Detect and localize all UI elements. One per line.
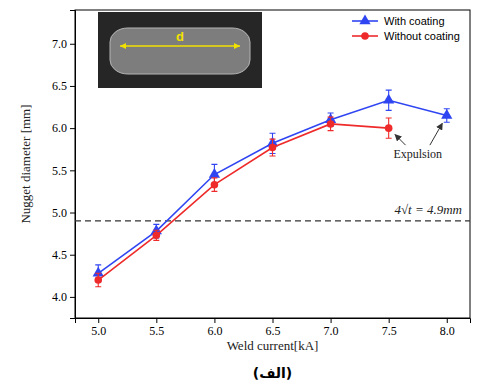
y-tick-mark bbox=[70, 255, 75, 256]
x-tick-mark bbox=[447, 318, 448, 323]
inset-nugget bbox=[110, 28, 250, 74]
legend: With coating Without coating bbox=[352, 14, 460, 42]
y-tick: 6.0 bbox=[52, 121, 75, 135]
x-tick-label: 7.5 bbox=[382, 324, 397, 338]
error-bar bbox=[153, 230, 159, 240]
legend-label: With coating bbox=[384, 15, 445, 27]
inset-label: d bbox=[176, 29, 184, 44]
x-tick-label: 5.0 bbox=[91, 324, 106, 338]
y-tick-label: 7.0 bbox=[52, 37, 67, 51]
y-tick: 5.0 bbox=[52, 206, 75, 220]
point bbox=[209, 168, 220, 178]
y-tick-mark bbox=[70, 86, 75, 87]
y-axis: 4.0 4.5 5.0 5.5 6.0 6.5 7.0 bbox=[52, 11, 76, 319]
y-tick-label: 4.5 bbox=[52, 248, 67, 262]
error-bar bbox=[270, 139, 276, 156]
legend-marker bbox=[359, 14, 370, 24]
series-0 bbox=[93, 90, 453, 282]
annotation: Expulsion bbox=[393, 147, 442, 161]
x-tick: 7.0 bbox=[324, 318, 339, 338]
point bbox=[269, 144, 277, 152]
point bbox=[94, 276, 102, 284]
y-tick-mark bbox=[70, 128, 75, 129]
y-tick-mark bbox=[70, 170, 75, 171]
reference-label: 4√t = 4.9mm bbox=[394, 202, 462, 217]
y-tick: 4.0 bbox=[52, 290, 75, 304]
x-tick: 6.5 bbox=[266, 318, 281, 338]
y-tick-label: 6.5 bbox=[52, 79, 67, 93]
inset-arrow bbox=[120, 45, 240, 47]
x-tick-mark bbox=[389, 318, 390, 323]
point bbox=[211, 181, 219, 189]
y-tick: 4.5 bbox=[52, 248, 75, 262]
annotation-arrow bbox=[395, 135, 406, 146]
y-tick: 5.5 bbox=[52, 164, 75, 178]
y-tick: 6.5 bbox=[52, 79, 75, 93]
x-tick: 7.5 bbox=[382, 318, 397, 338]
error-bar bbox=[328, 117, 334, 131]
y-axis-title: Nugget diameter [mm] bbox=[18, 104, 33, 223]
series-line bbox=[98, 100, 447, 273]
x-tick-label: 5.5 bbox=[149, 324, 164, 338]
point bbox=[327, 120, 335, 128]
series-1 bbox=[94, 117, 392, 287]
caption: (الف) bbox=[253, 365, 293, 381]
y-axis-line bbox=[70, 11, 76, 319]
y-tick-mark bbox=[70, 213, 75, 214]
legend-label: Without coating bbox=[384, 30, 460, 42]
point bbox=[441, 109, 452, 119]
y-tick: 7.0 bbox=[52, 37, 75, 51]
plot-frame bbox=[75, 10, 470, 318]
y-tick-label: 4.0 bbox=[52, 290, 67, 304]
x-tick: 5.5 bbox=[149, 318, 164, 338]
x-tick-mark bbox=[98, 318, 99, 323]
error-bar bbox=[211, 178, 217, 192]
point bbox=[383, 94, 394, 104]
y-tick-mark bbox=[70, 297, 75, 298]
inset-image: d bbox=[98, 12, 262, 88]
plot-area bbox=[75, 90, 470, 287]
x-tick-label: 6.0 bbox=[207, 324, 222, 338]
x-axis-title: Weld current[kA] bbox=[227, 338, 319, 353]
error-bar bbox=[386, 118, 392, 138]
x-tick: 8.0 bbox=[440, 318, 455, 338]
inset-background bbox=[98, 12, 262, 88]
chart: d 5.0 5.5 6.0 6.5 7.0 7.5 8.0 4.0 4.5 5.0 5.5 6.0 6.5… bbox=[0, 0, 494, 391]
y-tick-label: 6.0 bbox=[52, 121, 67, 135]
annotation-arrow bbox=[430, 123, 442, 145]
x-axis: 5.0 5.5 6.0 6.5 7.0 7.5 8.0 bbox=[76, 318, 471, 338]
point bbox=[153, 232, 161, 240]
x-tick-mark bbox=[214, 318, 215, 323]
reference-line bbox=[75, 220, 470, 221]
x-tick-mark bbox=[331, 318, 332, 323]
x-tick-mark bbox=[156, 318, 157, 323]
point bbox=[385, 124, 393, 132]
x-tick: 5.0 bbox=[91, 318, 106, 338]
x-tick: 6.0 bbox=[207, 318, 222, 338]
x-tick-mark bbox=[273, 318, 274, 323]
y-tick-label: 5.0 bbox=[52, 206, 67, 220]
legend-marker bbox=[361, 32, 369, 40]
x-tick-label: 7.0 bbox=[324, 324, 339, 338]
y-tick-label: 5.5 bbox=[52, 164, 67, 178]
x-tick-label: 8.0 bbox=[440, 324, 455, 338]
error-bar bbox=[95, 273, 101, 287]
x-axis-line bbox=[76, 319, 471, 324]
x-tick-label: 6.5 bbox=[266, 324, 281, 338]
series-line bbox=[98, 124, 388, 280]
y-tick-mark bbox=[70, 44, 75, 45]
